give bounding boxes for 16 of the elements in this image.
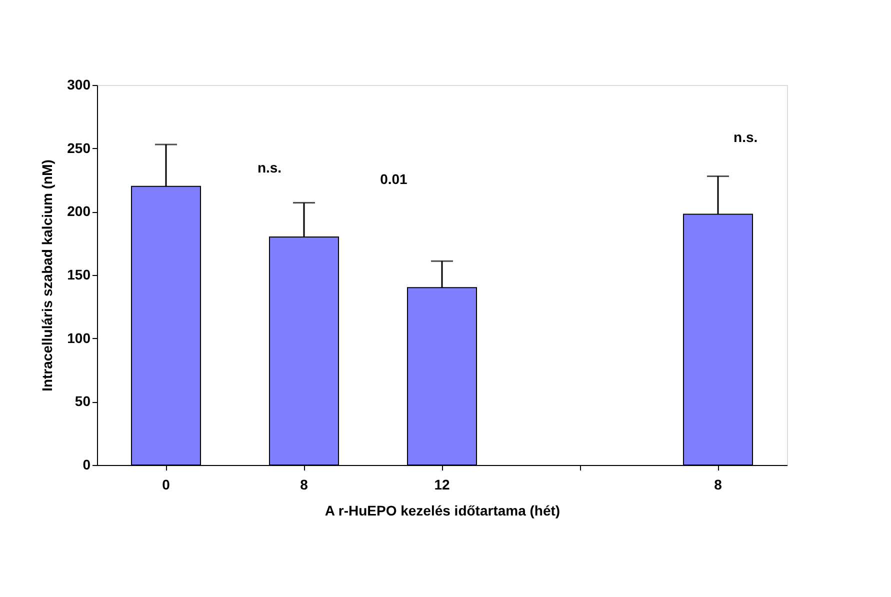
y-tick-label: 300 — [67, 76, 91, 92]
y-tick-label: 0 — [82, 456, 91, 472]
y-tick-label: 150 — [67, 266, 91, 282]
x-tick-label: 8 — [300, 476, 308, 492]
y-tick-label: 100 — [67, 330, 91, 346]
x-tick-label: 0 — [162, 476, 170, 492]
y-axis-title: Intracelluláris szabad kalcium (nM) — [39, 160, 56, 392]
x-tick-label: 8 — [714, 476, 722, 492]
annotation: 0.01 — [380, 171, 408, 187]
annotation: n.s. — [257, 160, 282, 176]
x-tick-label: 12 — [434, 476, 450, 492]
y-tick-label: 250 — [67, 140, 91, 156]
annotation: n.s. — [734, 129, 758, 146]
x-axis-title: A r-HuEPO kezelés időtartama (hét) — [324, 502, 560, 518]
y-tick-label: 200 — [67, 203, 91, 220]
y-tick-label: 50 — [74, 393, 91, 410]
